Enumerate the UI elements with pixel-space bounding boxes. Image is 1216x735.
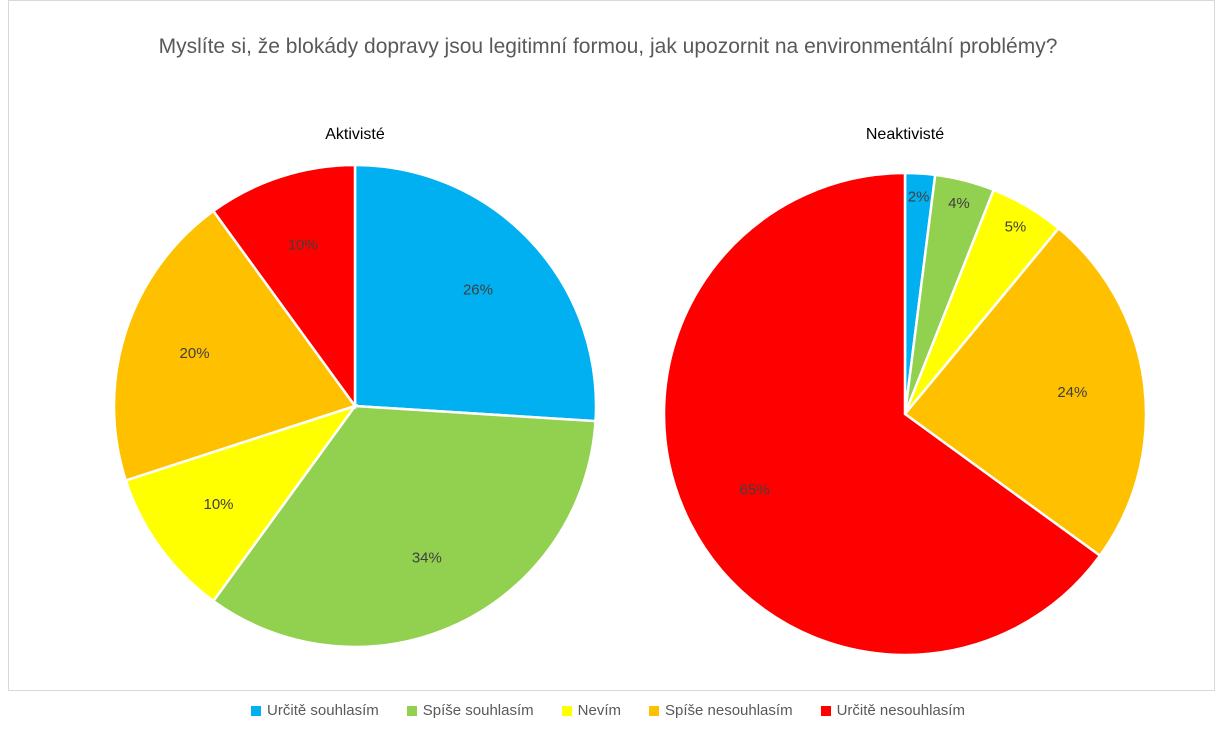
legend-item: Nevím — [561, 702, 621, 719]
chart-title: Myslíte si, že blokády dopravy jsou legi… — [158, 35, 1058, 58]
legend-label: Určitě souhlasím — [267, 702, 379, 719]
legend-label: Určitě nesouhlasím — [836, 702, 965, 719]
data-label: 65% — [740, 482, 770, 499]
data-label: 5% — [1005, 218, 1027, 235]
data-label: 34% — [412, 550, 442, 567]
pie-slice — [211, 163, 357, 410]
pie-slice — [662, 171, 1102, 657]
legend-swatch — [406, 705, 417, 716]
data-label: 20% — [180, 345, 210, 362]
legend-item: Určitě souhlasím — [251, 702, 379, 719]
legend-label: Spíše souhlasím — [422, 702, 534, 719]
legend-item: Spíše nesouhlasím — [648, 702, 793, 719]
pie-slice — [903, 226, 1148, 558]
legend-item: Spíše souhlasím — [406, 702, 534, 719]
legend-label: Spíše nesouhlasím — [664, 702, 793, 719]
data-label: 2% — [908, 188, 930, 205]
pie-title: Aktivisté — [325, 126, 385, 143]
legend-item: Určitě nesouhlasím — [820, 702, 965, 719]
legend-swatch — [251, 705, 262, 716]
pie-slice — [211, 404, 597, 649]
legend-swatch — [561, 705, 572, 716]
legend-swatch — [648, 705, 659, 716]
data-label: 10% — [204, 496, 234, 513]
data-label: 4% — [948, 195, 970, 212]
legend-swatch — [820, 705, 831, 716]
pie-slice — [112, 209, 358, 483]
legend: Určitě souhlasím Spíše souhlasím Nevím Spíš… — [0, 702, 1216, 719]
data-label: 26% — [463, 281, 493, 298]
legend-label: Nevím — [577, 702, 621, 719]
chart-border — [8, 0, 1215, 691]
pie-slice — [124, 403, 359, 603]
data-label: 10% — [288, 237, 318, 254]
pie-slice — [353, 163, 598, 423]
pie-title: Neaktivisté — [866, 126, 944, 143]
data-label: 24% — [1057, 384, 1087, 401]
